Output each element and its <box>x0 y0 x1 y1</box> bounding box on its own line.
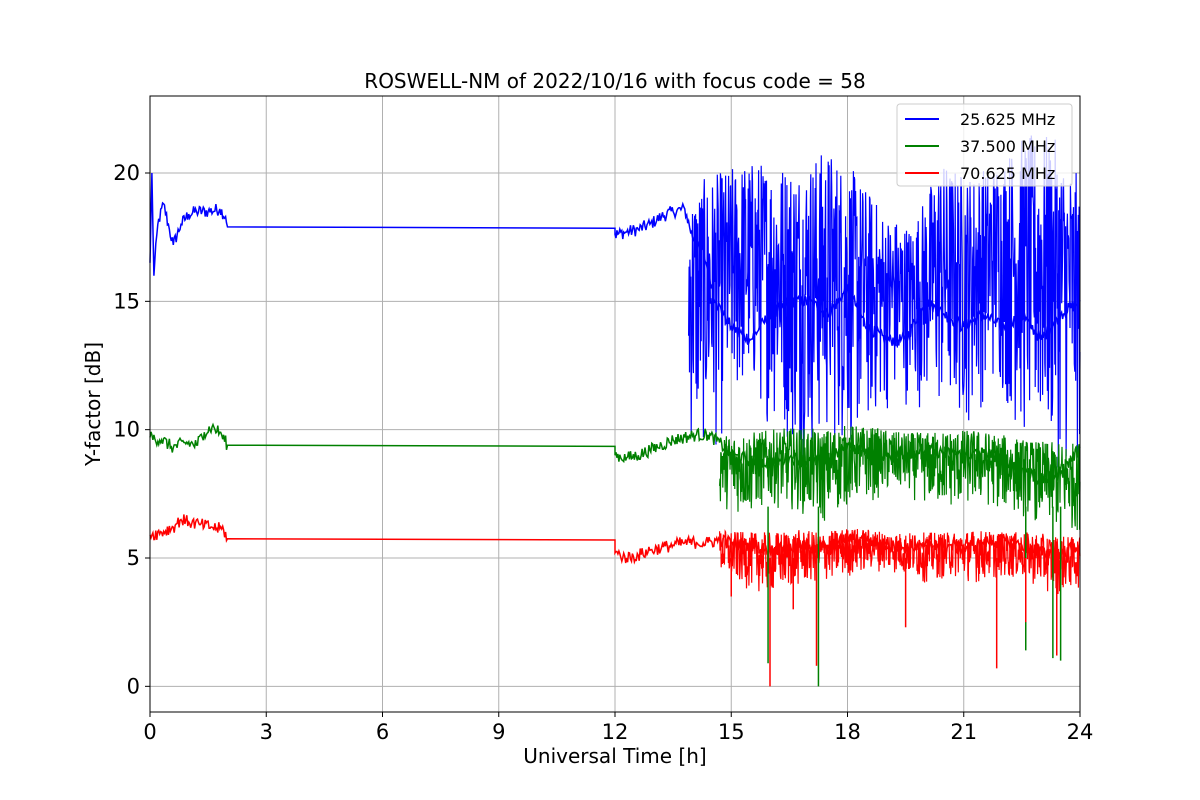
chart-title: ROSWELL-NM of 2022/10/16 with focus code… <box>364 69 865 93</box>
x-axis-label: Universal Time [h] <box>523 744 706 768</box>
series-noise-band <box>688 135 1081 468</box>
x-tick-label: 24 <box>1067 720 1094 744</box>
x-tick-label: 12 <box>602 720 629 744</box>
legend-label: 37.500 MHz <box>960 137 1055 156</box>
x-tick-label: 0 <box>143 720 156 744</box>
x-tick-label: 18 <box>834 720 861 744</box>
series-0 <box>149 135 1081 468</box>
y-tick-label: 0 <box>127 674 140 698</box>
legend-box <box>896 103 1073 187</box>
legend-label: 70.625 MHz <box>960 164 1055 183</box>
y-tick-label: 20 <box>113 161 140 185</box>
x-tick-label: 6 <box>376 720 389 744</box>
y-tick-label: 15 <box>113 289 140 313</box>
y-tick-label: 5 <box>127 546 140 570</box>
series-noise-band <box>719 528 1081 595</box>
series-2 <box>149 514 1081 595</box>
axis-ticks: 0 3 6 9 12 15 18 21 24 0 5 10 15 20 <box>113 161 1093 744</box>
series-layer <box>149 135 1081 687</box>
x-tick-label: 3 <box>260 720 273 744</box>
x-tick-label: 21 <box>950 720 977 744</box>
x-tick-label: 9 <box>492 720 505 744</box>
y-tick-label: 10 <box>113 418 140 442</box>
legend-label: 25.625 MHz <box>960 110 1055 129</box>
series-noise-band <box>719 425 1081 531</box>
y-axis-label: Y-factor [dB] <box>81 342 105 467</box>
legend: 25.625 MHz 37.500 MHz 70.625 MHz <box>896 103 1073 187</box>
series-1 <box>149 422 1081 531</box>
x-tick-label: 15 <box>718 720 745 744</box>
